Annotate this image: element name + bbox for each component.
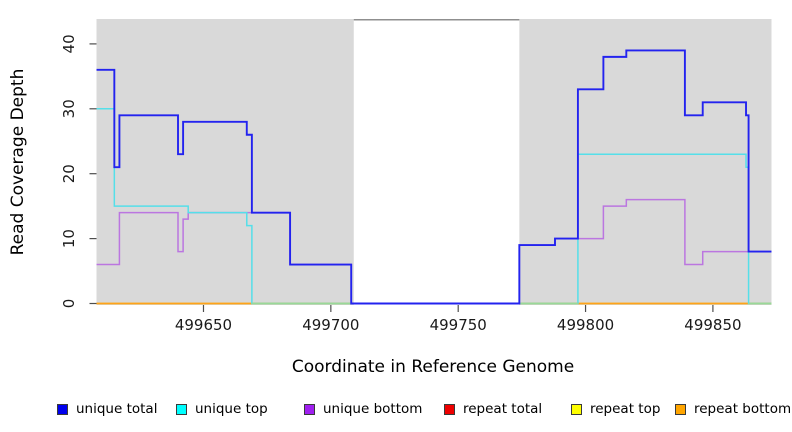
legend-swatch-unique-top	[176, 403, 187, 415]
alignable-region-right	[519, 19, 772, 305]
x-axis-label: Coordinate in Reference Genome	[291, 357, 575, 377]
legend-item-repeat-total: repeat total	[444, 401, 543, 417]
legend-item-repeat-top: repeat top	[571, 401, 661, 417]
legend-swatch-repeat-total	[444, 403, 455, 415]
y-tick-label: 30	[60, 99, 78, 118]
y-tick-label: 20	[60, 164, 78, 183]
legend-label: unique total	[76, 401, 158, 417]
legend-swatch-repeat-top	[571, 403, 582, 415]
legend-item-unique-bottom: unique bottom	[304, 401, 423, 417]
series-line-unique-top	[96, 108, 772, 305]
legend-item-repeat-bottom: repeat bottom	[675, 401, 792, 417]
legend-swatch-unique-total	[57, 403, 68, 415]
y-tick-label: 40	[60, 34, 78, 53]
legend-item-unique-top: unique top	[176, 401, 268, 417]
legend-swatch-unique-bottom	[304, 403, 315, 415]
legend-swatch-repeat-bottom	[675, 403, 686, 415]
series-line-unique-total	[96, 49, 772, 305]
x-tick-label: 499750	[430, 316, 487, 334]
y-axis-label: Read Coverage Depth	[8, 68, 28, 256]
x-tick-label: 499700	[302, 316, 359, 334]
x-tick-label: 499650	[175, 316, 232, 334]
legend-label: repeat total	[463, 401, 543, 417]
x-tick-label: 499850	[684, 316, 741, 334]
x-tick-label: 499800	[557, 316, 614, 334]
y-tick-label: 10	[60, 229, 78, 248]
y-tick-label: 0	[60, 299, 78, 309]
alignable-region-left	[96, 19, 354, 305]
legend-label: repeat top	[590, 401, 661, 417]
legend-item-unique-total: unique total	[57, 401, 158, 417]
legend-label: unique top	[195, 401, 268, 417]
legend-label: repeat bottom	[694, 401, 792, 417]
legend-label: unique bottom	[323, 401, 423, 417]
